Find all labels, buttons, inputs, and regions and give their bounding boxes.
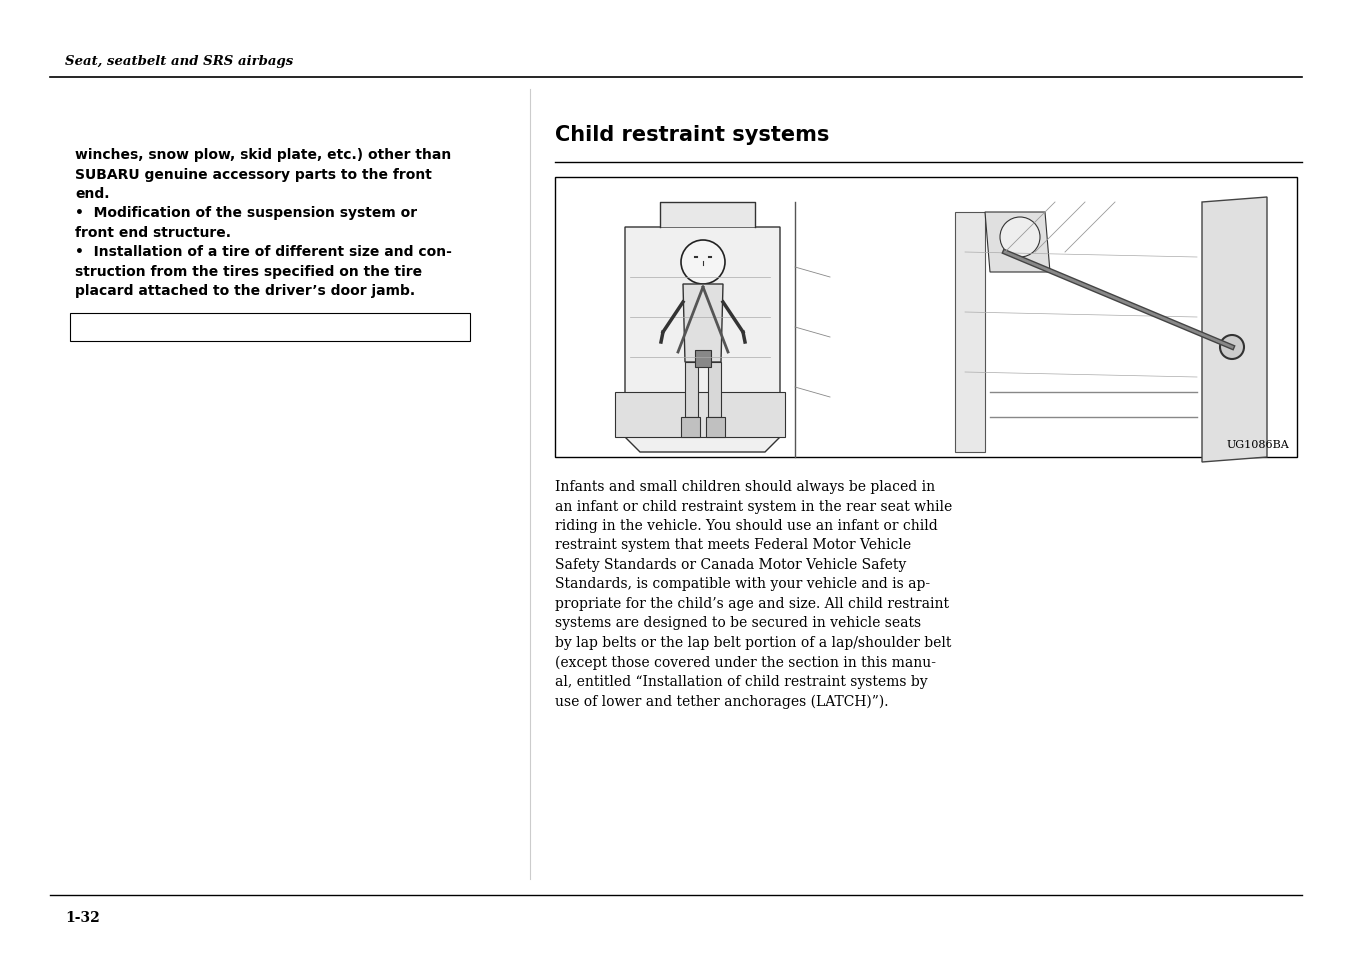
Polygon shape xyxy=(660,203,754,228)
Text: riding in the vehicle. You should use an infant or child: riding in the vehicle. You should use an… xyxy=(556,518,938,533)
Text: •  Modification of the suspension system or: • Modification of the suspension system … xyxy=(74,206,418,220)
Text: (except those covered under the section in this manu-: (except those covered under the section … xyxy=(556,655,936,669)
Text: 1-32: 1-32 xyxy=(65,910,100,924)
Polygon shape xyxy=(625,228,780,453)
Bar xyxy=(70,314,470,341)
Text: systems are designed to be secured in vehicle seats: systems are designed to be secured in ve… xyxy=(556,616,921,630)
Text: Safety Standards or Canada Motor Vehicle Safety: Safety Standards or Canada Motor Vehicle… xyxy=(556,558,906,572)
Text: propriate for the child’s age and size. All child restraint: propriate for the child’s age and size. … xyxy=(556,597,949,610)
Polygon shape xyxy=(695,351,711,368)
Text: Standards, is compatible with your vehicle and is ap-: Standards, is compatible with your vehic… xyxy=(556,577,930,591)
Polygon shape xyxy=(955,213,986,453)
Polygon shape xyxy=(615,393,786,437)
Text: by lap belts or the lap belt portion of a lap/shoulder belt: by lap belts or the lap belt portion of … xyxy=(556,636,952,649)
Polygon shape xyxy=(706,417,725,437)
Text: UG1086BA: UG1086BA xyxy=(1226,439,1288,450)
Polygon shape xyxy=(681,417,700,437)
Text: end.: end. xyxy=(74,187,110,201)
Text: placard attached to the driver’s door jamb.: placard attached to the driver’s door ja… xyxy=(74,284,415,298)
Text: •  Installation of a tire of different size and con-: • Installation of a tire of different si… xyxy=(74,245,452,259)
Text: restraint system that meets Federal Motor Vehicle: restraint system that meets Federal Moto… xyxy=(556,537,911,552)
Polygon shape xyxy=(1202,198,1267,462)
Text: Seat, seatbelt and SRS airbags: Seat, seatbelt and SRS airbags xyxy=(65,55,293,69)
Text: Infants and small children should always be placed in: Infants and small children should always… xyxy=(556,479,936,494)
Text: Child restraint systems: Child restraint systems xyxy=(556,125,829,145)
Polygon shape xyxy=(683,285,723,363)
Bar xyxy=(556,178,1297,457)
Text: winches, snow plow, skid plate, etc.) other than: winches, snow plow, skid plate, etc.) ot… xyxy=(74,148,452,162)
Text: al, entitled “Installation of child restraint systems by: al, entitled “Installation of child rest… xyxy=(556,675,927,688)
Text: front end structure.: front end structure. xyxy=(74,226,231,240)
Polygon shape xyxy=(986,213,1051,273)
Text: use of lower and tether anchorages (LATCH)”).: use of lower and tether anchorages (LATC… xyxy=(556,694,888,708)
Circle shape xyxy=(681,241,725,285)
Text: struction from the tires specified on the tire: struction from the tires specified on th… xyxy=(74,265,422,278)
Circle shape xyxy=(1000,218,1040,257)
Text: SUBARU genuine accessory parts to the front: SUBARU genuine accessory parts to the fr… xyxy=(74,168,431,181)
Circle shape xyxy=(1220,335,1244,359)
Polygon shape xyxy=(708,363,721,417)
Polygon shape xyxy=(685,363,698,417)
Text: an infant or child restraint system in the rear seat while: an infant or child restraint system in t… xyxy=(556,499,952,513)
